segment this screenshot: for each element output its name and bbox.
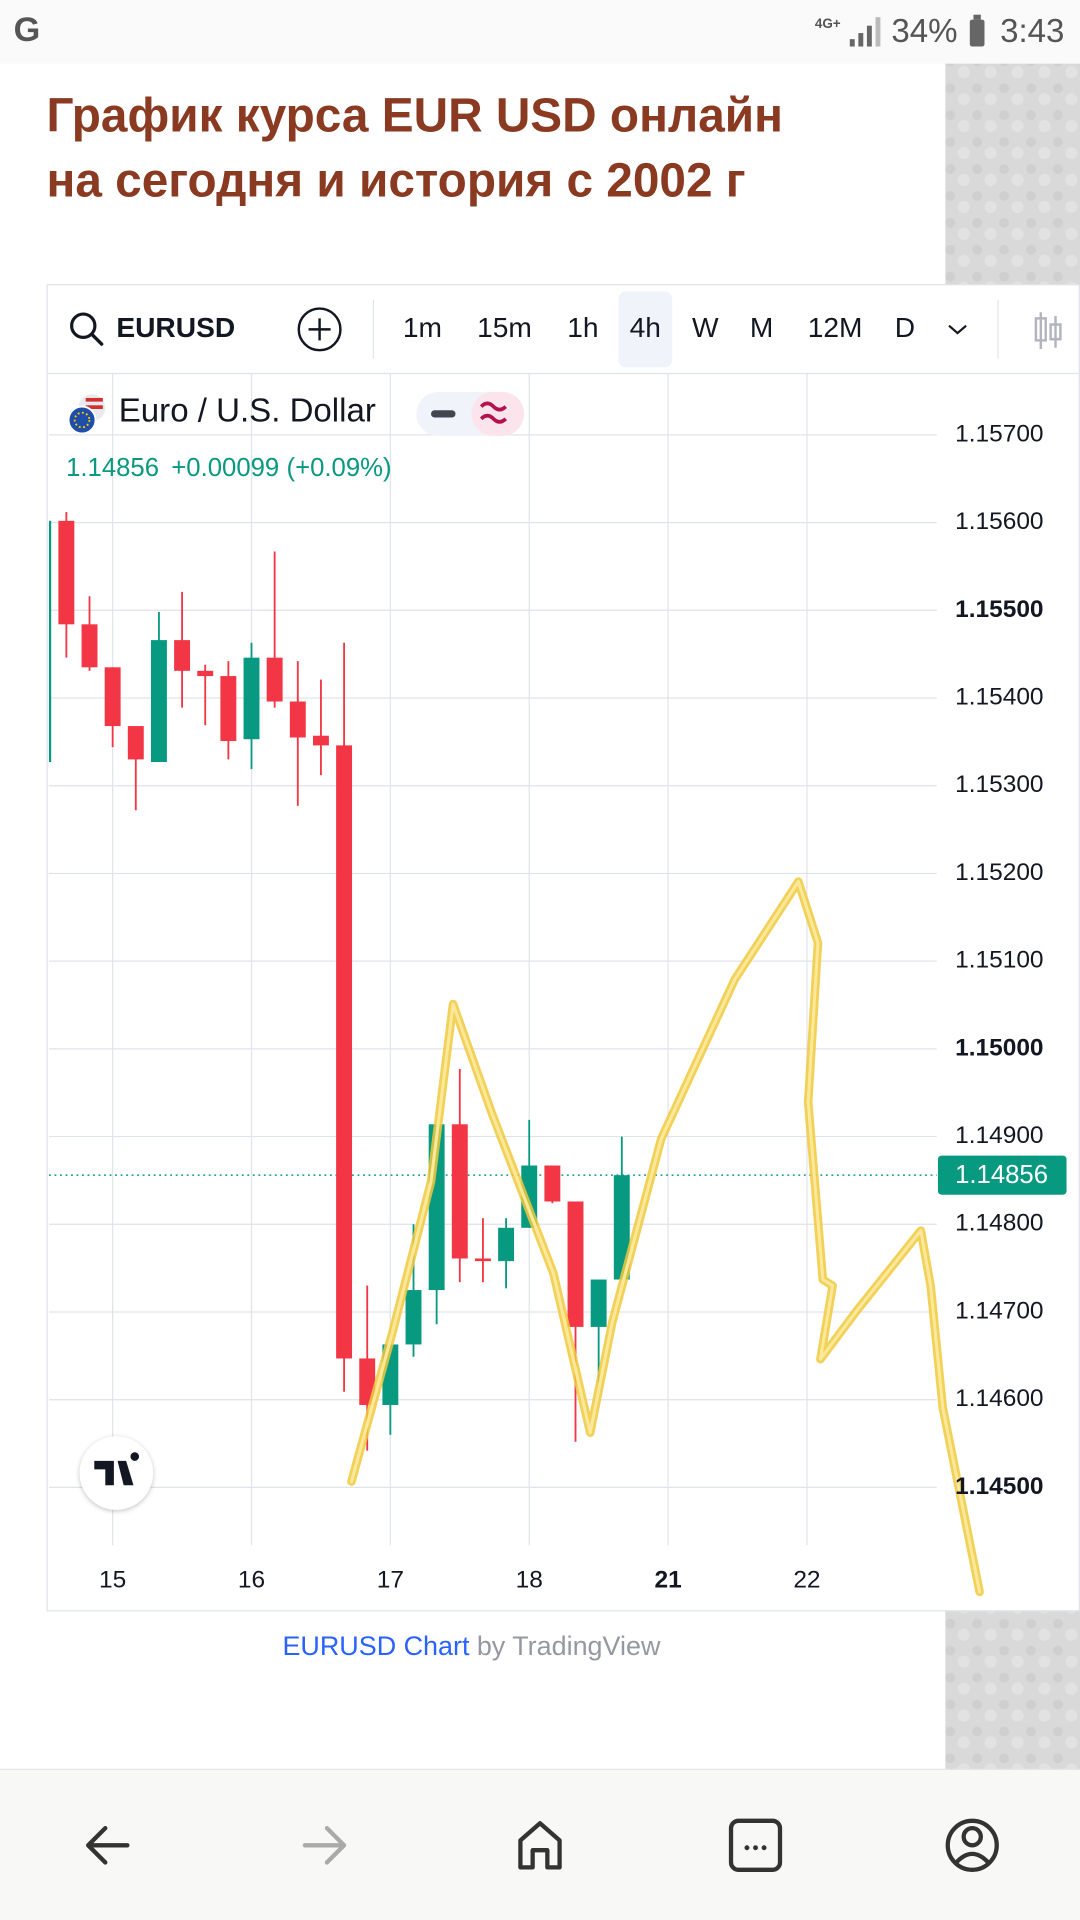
symbol-flag-icon [67, 394, 106, 435]
clock: 3:43 [1000, 13, 1064, 50]
signal-icon [849, 17, 881, 47]
x-tick-label: 22 [793, 1566, 820, 1593]
candle-body [498, 1227, 515, 1262]
candle-body [312, 735, 329, 746]
last-price-label: 1.14856 [955, 1161, 1048, 1189]
x-tick-label: 16 [238, 1566, 265, 1593]
tradingview-logo[interactable] [79, 1436, 154, 1510]
candle-body [58, 520, 75, 625]
indicator-icon[interactable] [479, 401, 508, 424]
candle-body [289, 701, 306, 738]
chart-widget [46, 284, 1080, 1612]
toolbar: EURUSD 1m 15m 1h 4h W M 12M D [70, 291, 1062, 368]
candle-body [336, 745, 353, 1359]
chart-type-button[interactable] [1034, 312, 1062, 349]
quote-change-percent: (+0.09%) [287, 454, 392, 482]
search-button[interactable]: EURUSD [70, 312, 236, 346]
forward-button[interactable] [302, 1826, 347, 1865]
y-tick-label: 1.14700 [955, 1297, 1043, 1324]
candle-body [590, 1279, 607, 1327]
status-bar [0, 0, 1080, 64]
candle-body [544, 1165, 561, 1202]
network-type: 4G+ [815, 16, 841, 31]
battery-level: 34% [891, 13, 957, 50]
back-button[interactable] [86, 1826, 130, 1865]
interval-button[interactable]: 1m [403, 312, 442, 343]
candle-body [613, 1175, 630, 1280]
candle-body [243, 657, 260, 740]
candle-body [220, 676, 237, 741]
candle-body [405, 1290, 422, 1345]
bottom-navigation [0, 1769, 1080, 1920]
legend-pill-part[interactable] [471, 391, 525, 436]
chart-credit: EURUSD Chart by TradingView [282, 1631, 660, 1661]
home-button[interactable] [518, 1821, 562, 1870]
profile-button[interactable] [945, 1818, 999, 1872]
candle-body [359, 1358, 376, 1405]
y-tick-label: 1.15500 [955, 596, 1043, 623]
hand-drawn-annotation [347, 877, 984, 1597]
y-tick-label: 1.15400 [955, 683, 1043, 710]
candle-body [48, 520, 52, 763]
interval-button[interactable]: 1h [567, 312, 598, 343]
candle-body [174, 640, 191, 671]
page-title-line: График курса EUR USD онлайн [47, 89, 783, 142]
candle-body [81, 624, 98, 668]
collapse-icon[interactable] [431, 410, 456, 418]
x-tick-label: 15 [99, 1566, 126, 1593]
chart-credit-link[interactable]: EURUSD Chart [282, 1631, 470, 1661]
page-title-line: на сегодня и история с 2002 г [47, 154, 746, 207]
quote-price: 1.14856 [66, 454, 159, 482]
interval-button[interactable]: 4h [630, 312, 661, 343]
y-tick-label: 1.15700 [955, 420, 1043, 447]
last-price-tag [937, 1155, 1067, 1195]
grid [48, 373, 937, 1546]
status-app-icon: G [14, 11, 41, 49]
quote-change: +0.00099 [171, 454, 279, 482]
x-tick-label: 21 [654, 1566, 681, 1593]
interval-button[interactable]: 12M [808, 312, 863, 343]
candle-body [474, 1258, 491, 1262]
y-tick-label: 1.14600 [955, 1385, 1043, 1412]
symbol-name[interactable]: EURUSD [116, 312, 235, 343]
symbol-description: Euro / U.S. Dollar [119, 392, 376, 429]
interval-button[interactable]: M [750, 312, 773, 343]
compare-button[interactable] [297, 307, 342, 352]
x-tick-label: 18 [516, 1566, 543, 1593]
candle-body [197, 670, 214, 677]
candle-body [104, 667, 121, 727]
battery-icon [969, 14, 985, 47]
candle-body [266, 657, 283, 702]
y-tick-label: 1.15000 [955, 1034, 1043, 1061]
y-tick-label: 1.14900 [955, 1122, 1043, 1149]
price-quote: 1.14856 +0.00099 (+0.09%) [66, 454, 391, 482]
y-tick-label: 1.15300 [955, 771, 1043, 798]
chart-credit-by: by TradingView [477, 1631, 661, 1661]
candle-body [567, 1201, 584, 1327]
candle-body [451, 1124, 468, 1259]
y-tick-label: 1.15600 [955, 508, 1043, 535]
y-tick-label: 1.15100 [955, 947, 1043, 974]
y-tick-label: 1.14500 [955, 1473, 1043, 1500]
y-tick-label: 1.14800 [955, 1210, 1043, 1237]
candle-body [150, 640, 167, 763]
interval-button[interactable]: W [692, 312, 719, 343]
y-tick-label: 1.15200 [955, 859, 1043, 886]
intervals-dropdown[interactable] [948, 324, 967, 335]
symbol-legend: Euro / U.S. Dollar 1.14856 +0.00099 (+0.09… [66, 391, 525, 482]
interval-button[interactable]: D [895, 312, 915, 343]
tabs-button[interactable] [728, 1818, 783, 1872]
x-tick-label: 17 [377, 1566, 404, 1593]
interval-button[interactable]: 15m [477, 312, 532, 343]
candle-body [127, 726, 144, 760]
active-interval-background [618, 291, 673, 368]
